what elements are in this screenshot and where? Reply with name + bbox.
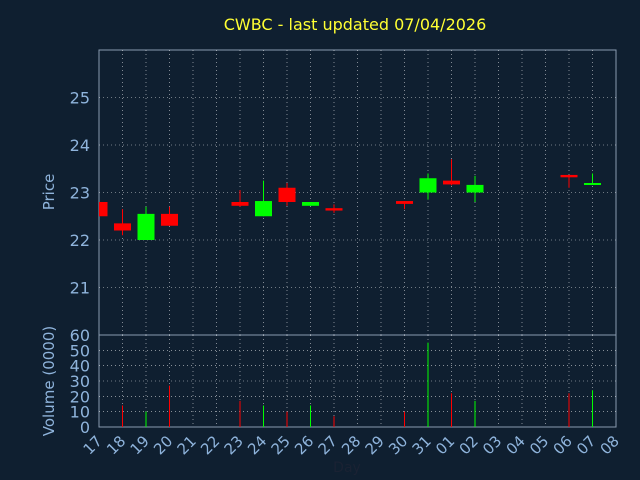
x-tick-label: 05 bbox=[526, 432, 552, 458]
x-tick-label: 30 bbox=[385, 432, 411, 458]
x-tick-label: 03 bbox=[479, 432, 505, 458]
x-tick-label: 01 bbox=[432, 432, 458, 458]
candle-body bbox=[137, 213, 155, 240]
volume-axis-label: Volume (0000) bbox=[40, 326, 58, 436]
x-tick-label: 04 bbox=[503, 432, 529, 458]
candle-body bbox=[396, 201, 413, 204]
x-tick-label: 28 bbox=[338, 432, 364, 458]
chart-title: CWBC - last updated 07/04/2026 bbox=[224, 15, 487, 34]
x-tick-label: 20 bbox=[150, 432, 176, 458]
x-tick-label: 22 bbox=[197, 432, 223, 458]
volume-tick-label: 10 bbox=[70, 403, 90, 422]
x-tick-label: 31 bbox=[409, 432, 435, 458]
price-tick-label: 22 bbox=[70, 231, 90, 250]
candle-body bbox=[255, 201, 272, 217]
price-panel-frame bbox=[98, 49, 617, 336]
volume-tick-label: 50 bbox=[70, 341, 90, 360]
candles-group bbox=[99, 159, 601, 240]
candle-body bbox=[419, 178, 437, 193]
candle-body bbox=[560, 174, 578, 178]
candle-body bbox=[584, 183, 601, 185]
price-tick-label: 25 bbox=[70, 89, 90, 108]
x-tick-label: 27 bbox=[315, 432, 341, 458]
volume-tick-label: 20 bbox=[70, 387, 90, 406]
price-tick-label: 23 bbox=[70, 184, 90, 203]
candle-body bbox=[99, 202, 108, 217]
price-panel: 21 22 23 24 25 bbox=[70, 49, 617, 336]
x-tick-label: 25 bbox=[268, 432, 294, 458]
candle-body bbox=[443, 180, 460, 185]
x-tick-label: 21 bbox=[174, 432, 200, 458]
volume-tick-label: 40 bbox=[70, 357, 90, 376]
price-axis-label: Price bbox=[40, 174, 58, 211]
x-tick-label: 19 bbox=[127, 432, 153, 458]
x-tick-label: 26 bbox=[291, 432, 317, 458]
candle-body bbox=[278, 187, 296, 202]
x-tick-label: 07 bbox=[573, 432, 599, 458]
x-tick-label: 08 bbox=[597, 432, 623, 458]
volume-tick-label: 0 bbox=[80, 418, 90, 437]
volume-tick-label: 60 bbox=[70, 326, 90, 345]
candle-body bbox=[161, 213, 178, 226]
x-tick-label: 29 bbox=[362, 432, 388, 458]
x-tick-label: 23 bbox=[221, 432, 247, 458]
candle-body bbox=[466, 184, 484, 193]
x-tick-label: 18 bbox=[103, 432, 129, 458]
candle-body bbox=[302, 202, 319, 206]
volume-tick-label: 30 bbox=[70, 372, 90, 391]
volume-panel-frame bbox=[98, 334, 617, 428]
candle-body bbox=[114, 223, 131, 231]
candle-body bbox=[325, 208, 343, 211]
x-tick-label: 06 bbox=[550, 432, 576, 458]
price-tick-label: 24 bbox=[70, 136, 90, 155]
price-tick-label: 21 bbox=[70, 279, 90, 298]
x-axis-ticks: 1718192021222324252627282930310102030405… bbox=[80, 432, 623, 458]
candle-body bbox=[231, 202, 249, 206]
x-tick-label: 24 bbox=[244, 432, 270, 458]
x-axis-label: Day bbox=[333, 460, 361, 476]
x-tick-label: 02 bbox=[456, 432, 482, 458]
